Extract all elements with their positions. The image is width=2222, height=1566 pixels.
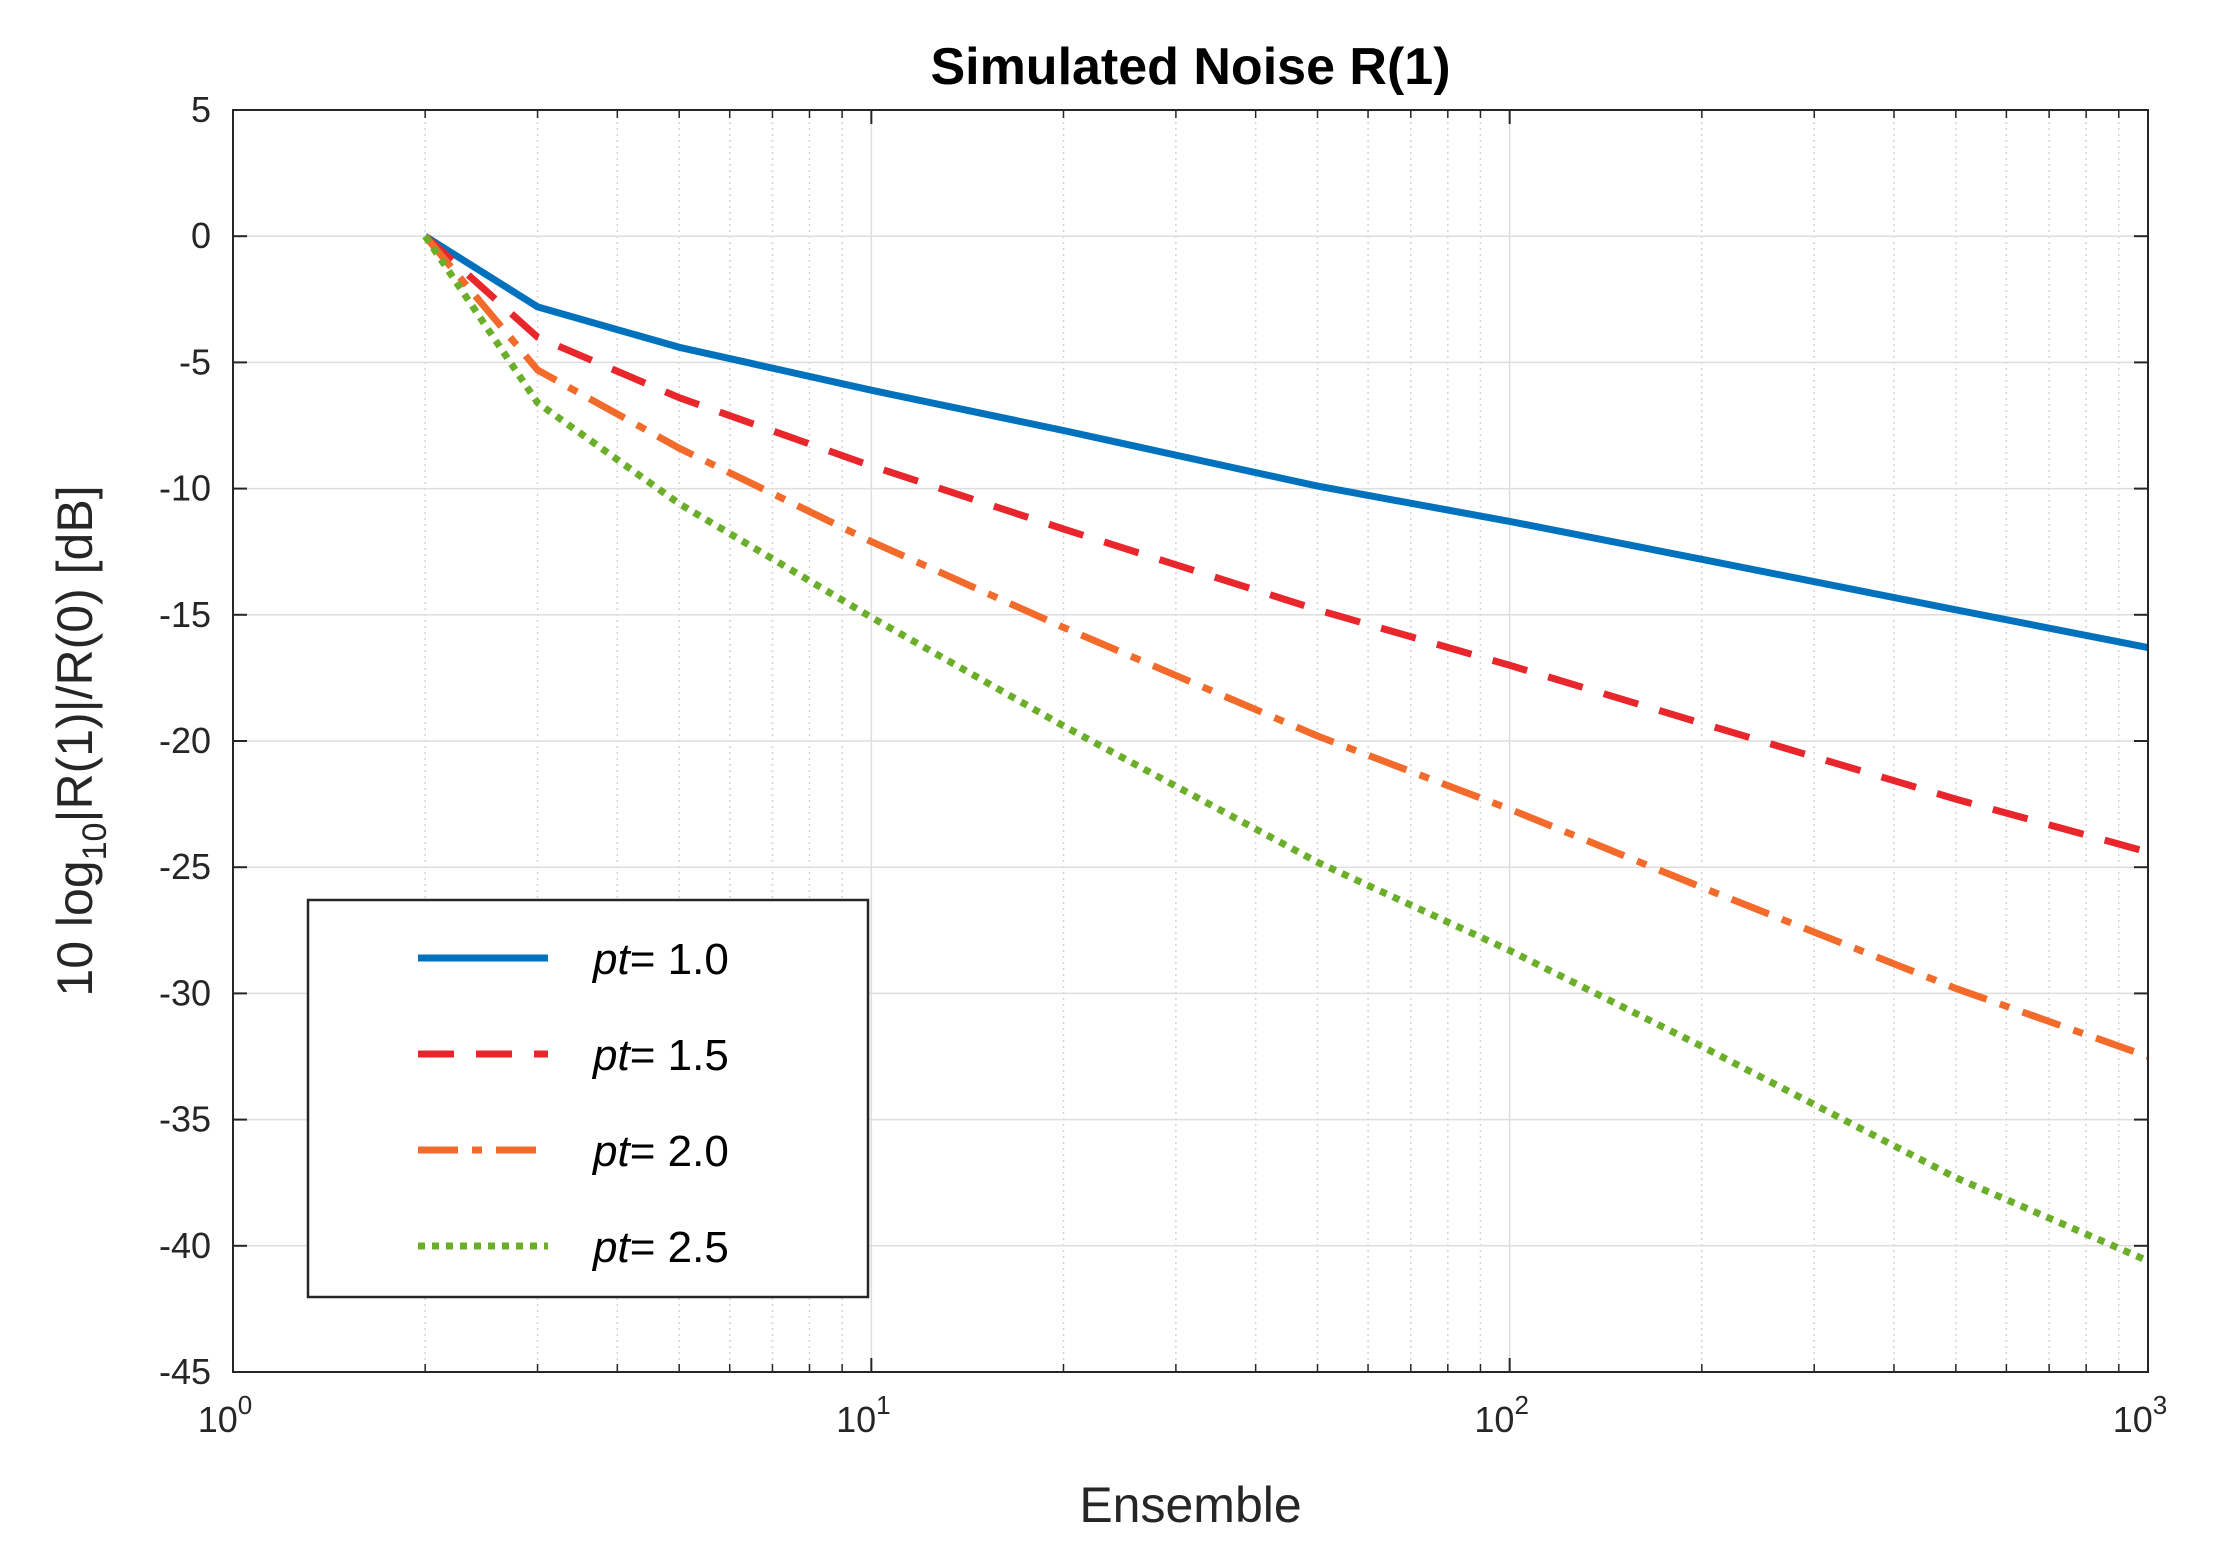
y-tick-label: 5 [191, 89, 211, 130]
legend-entry-italic: pt [591, 1223, 631, 1272]
y-tick-label: -5 [179, 341, 211, 382]
legend-entry-italic: pt [591, 1127, 631, 1176]
series-layer [422, 233, 2150, 1265]
x-tick-label-exponent: 0 [238, 1390, 252, 1420]
x-tick-label-base: 10 [836, 1399, 876, 1440]
x-tick-label-exponent: 2 [1514, 1390, 1528, 1420]
legend-entry-value: = 2.0 [630, 1127, 729, 1176]
y-tick-label: -10 [159, 468, 211, 509]
y-tick-label: -30 [159, 972, 211, 1013]
axes [232, 109, 2149, 1373]
x-tick-label: 100 [198, 1390, 253, 1440]
series-line-solid [423, 233, 2149, 652]
legend-entry-value: = 1.5 [630, 1031, 729, 1080]
x-tick-label: 102 [1474, 1390, 1529, 1440]
x-tick-label-base: 10 [2113, 1399, 2153, 1440]
y-tick-label: 0 [191, 215, 211, 256]
legend-entry-italic: pt [591, 1031, 631, 1080]
legend-entry-label: pt= 1.5 [591, 1031, 729, 1080]
y-axis-label-suffix: |R(1)|/R(0) [dB] [47, 485, 103, 822]
legend-entry-label: pt= 2.0 [591, 1127, 729, 1176]
series-line-dashdot [422, 233, 2150, 1060]
x-tick-label-exponent: 1 [876, 1390, 890, 1420]
legend-entry-label: pt= 2.5 [591, 1223, 729, 1272]
x-axis-label: Ensemble [1079, 1477, 1301, 1533]
series-line-dashed [422, 233, 2149, 856]
legend-entry-italic: pt [591, 935, 631, 984]
legend-entry-value: = 2.5 [630, 1223, 729, 1272]
x-tick-label-base: 10 [198, 1399, 238, 1440]
x-tick-label: 103 [2113, 1390, 2168, 1440]
y-axis-label-prefix: 10 log [47, 860, 103, 996]
legend-box [306, 898, 870, 1299]
y-tick-label: -15 [159, 594, 211, 635]
chart-title: Simulated Noise R(1) [930, 38, 1450, 96]
x-tick-label-base: 10 [1474, 1399, 1514, 1440]
x-tick-label: 101 [836, 1390, 891, 1440]
y-tick-label: -45 [159, 1351, 211, 1392]
y-axis-label-subscript: 10 [76, 823, 114, 861]
y-axis-label: 10 log10|R(1)|/R(0) [dB] [47, 485, 114, 996]
legend: pt= 1.0pt= 1.5pt= 2.0pt= 2.5 [306, 898, 870, 1299]
y-tick-label: -25 [159, 846, 211, 887]
legend-entry-label: pt= 1.0 [591, 935, 729, 984]
legend-entry-value: = 1.0 [630, 935, 729, 984]
x-tick-label-exponent: 3 [2153, 1390, 2167, 1420]
y-tick-label: -20 [159, 720, 211, 761]
y-tick-label: -35 [159, 1099, 211, 1140]
y-tick-label: -40 [159, 1225, 211, 1266]
